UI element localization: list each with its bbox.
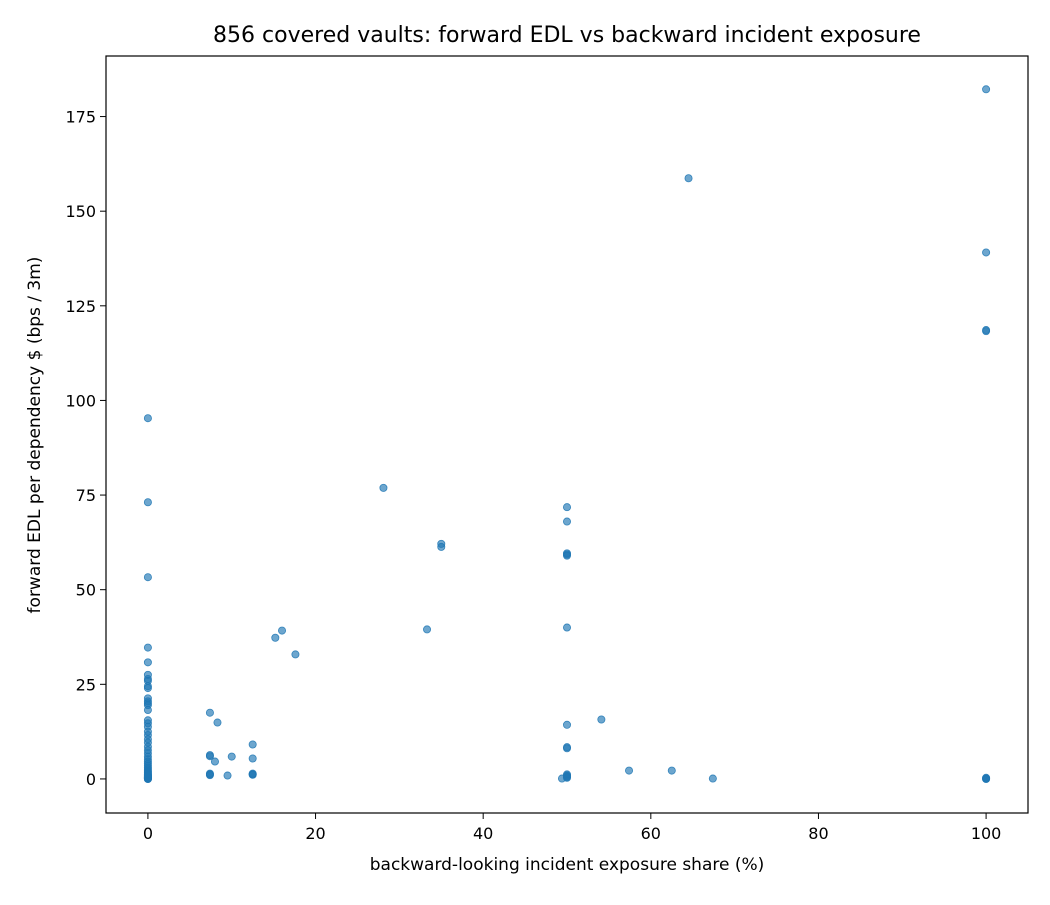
data-point xyxy=(708,774,717,783)
data-point xyxy=(143,643,152,652)
data-point xyxy=(982,774,991,783)
data-point xyxy=(248,754,257,763)
y-tick-label: 125 xyxy=(65,297,96,316)
data-point xyxy=(205,752,214,761)
data-point xyxy=(379,483,388,492)
data-point xyxy=(143,658,152,667)
data-point xyxy=(563,623,572,632)
x-tick-label: 80 xyxy=(808,824,828,843)
x-tick-label: 100 xyxy=(971,824,1002,843)
data-point xyxy=(143,684,152,693)
data-point xyxy=(684,174,693,183)
data-point xyxy=(248,770,257,779)
data-point xyxy=(563,773,572,782)
data-point xyxy=(271,633,280,642)
data-point xyxy=(563,744,572,753)
y-tick-label: 150 xyxy=(65,202,96,221)
data-point xyxy=(143,773,152,782)
data-point xyxy=(143,498,152,507)
data-point xyxy=(291,650,300,659)
data-point xyxy=(223,771,232,780)
x-tick-label: 0 xyxy=(143,824,153,843)
x-tick-label: 40 xyxy=(473,824,493,843)
data-point xyxy=(563,551,572,560)
data-point xyxy=(982,85,991,94)
data-point xyxy=(563,503,572,512)
data-point xyxy=(982,248,991,257)
data-point xyxy=(143,414,152,423)
data-point xyxy=(213,718,222,727)
data-point xyxy=(227,752,236,761)
ticks-layer: 0 20 40 60 80 100 0 25 50 75 100 125 150 175 xyxy=(65,108,1001,843)
plot-frame xyxy=(105,55,1029,814)
data-point xyxy=(205,771,214,780)
points-layer xyxy=(143,85,991,783)
data-point xyxy=(563,517,572,526)
data-point xyxy=(437,542,446,551)
data-point xyxy=(597,715,606,724)
y-tick-label: 75 xyxy=(76,486,96,505)
y-tick-label: 0 xyxy=(86,770,96,789)
data-point xyxy=(210,757,219,766)
data-point xyxy=(248,740,257,749)
data-point xyxy=(982,327,991,336)
data-point xyxy=(667,766,676,775)
chart-title: 856 covered vaults: forward EDL vs backw… xyxy=(213,23,921,48)
x-axis-label: backward-looking incident exposure share… xyxy=(370,855,765,875)
y-tick-label: 100 xyxy=(65,391,96,410)
y-axis-label: forward EDL per dependency $ (bps / 3m) xyxy=(25,257,45,614)
data-point xyxy=(143,706,152,715)
x-tick-label: 20 xyxy=(305,824,325,843)
y-tick-label: 25 xyxy=(76,675,96,694)
data-point xyxy=(423,625,432,634)
y-tick-label: 50 xyxy=(76,581,96,600)
data-point xyxy=(563,720,572,729)
data-point xyxy=(625,766,634,775)
x-tick-label: 60 xyxy=(641,824,661,843)
data-point xyxy=(278,626,287,635)
data-point xyxy=(205,708,214,717)
y-tick-label: 175 xyxy=(65,108,96,127)
data-point xyxy=(143,573,152,582)
